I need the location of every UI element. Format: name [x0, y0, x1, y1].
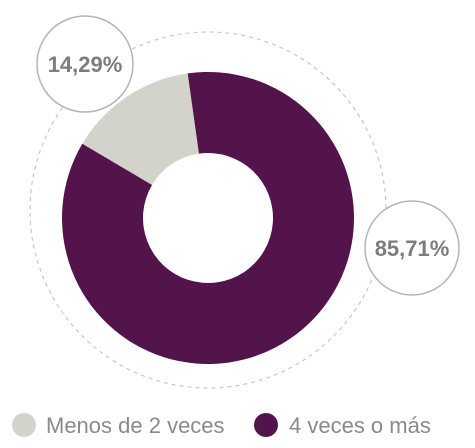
donut-slices: [61, 72, 354, 365]
label-bubble-circle: [36, 15, 134, 113]
label-bubble-circle: [364, 200, 460, 296]
donut-slice-4-veces-o-mas: [61, 72, 354, 365]
legend: Menos de 2 veces 4 veces o más: [12, 413, 431, 438]
legend-swatch-4-veces-o-mas: [254, 413, 278, 437]
data-label-menos-de-2-veces: 14,29%: [48, 52, 123, 77]
legend-label-menos-de-2-veces: Menos de 2 veces: [46, 413, 225, 438]
legend-label-4-veces-o-mas: 4 veces o más: [289, 413, 431, 438]
data-label-4-veces-o-mas: 85,71%: [375, 236, 450, 261]
donut-slice-menos-de-2-veces: [82, 73, 199, 185]
label-bubble-menos: 14,29%: [36, 15, 134, 113]
legend-swatch-menos-de-2-veces: [12, 413, 36, 437]
label-bubble-4-veces: 85,71%: [364, 200, 460, 296]
